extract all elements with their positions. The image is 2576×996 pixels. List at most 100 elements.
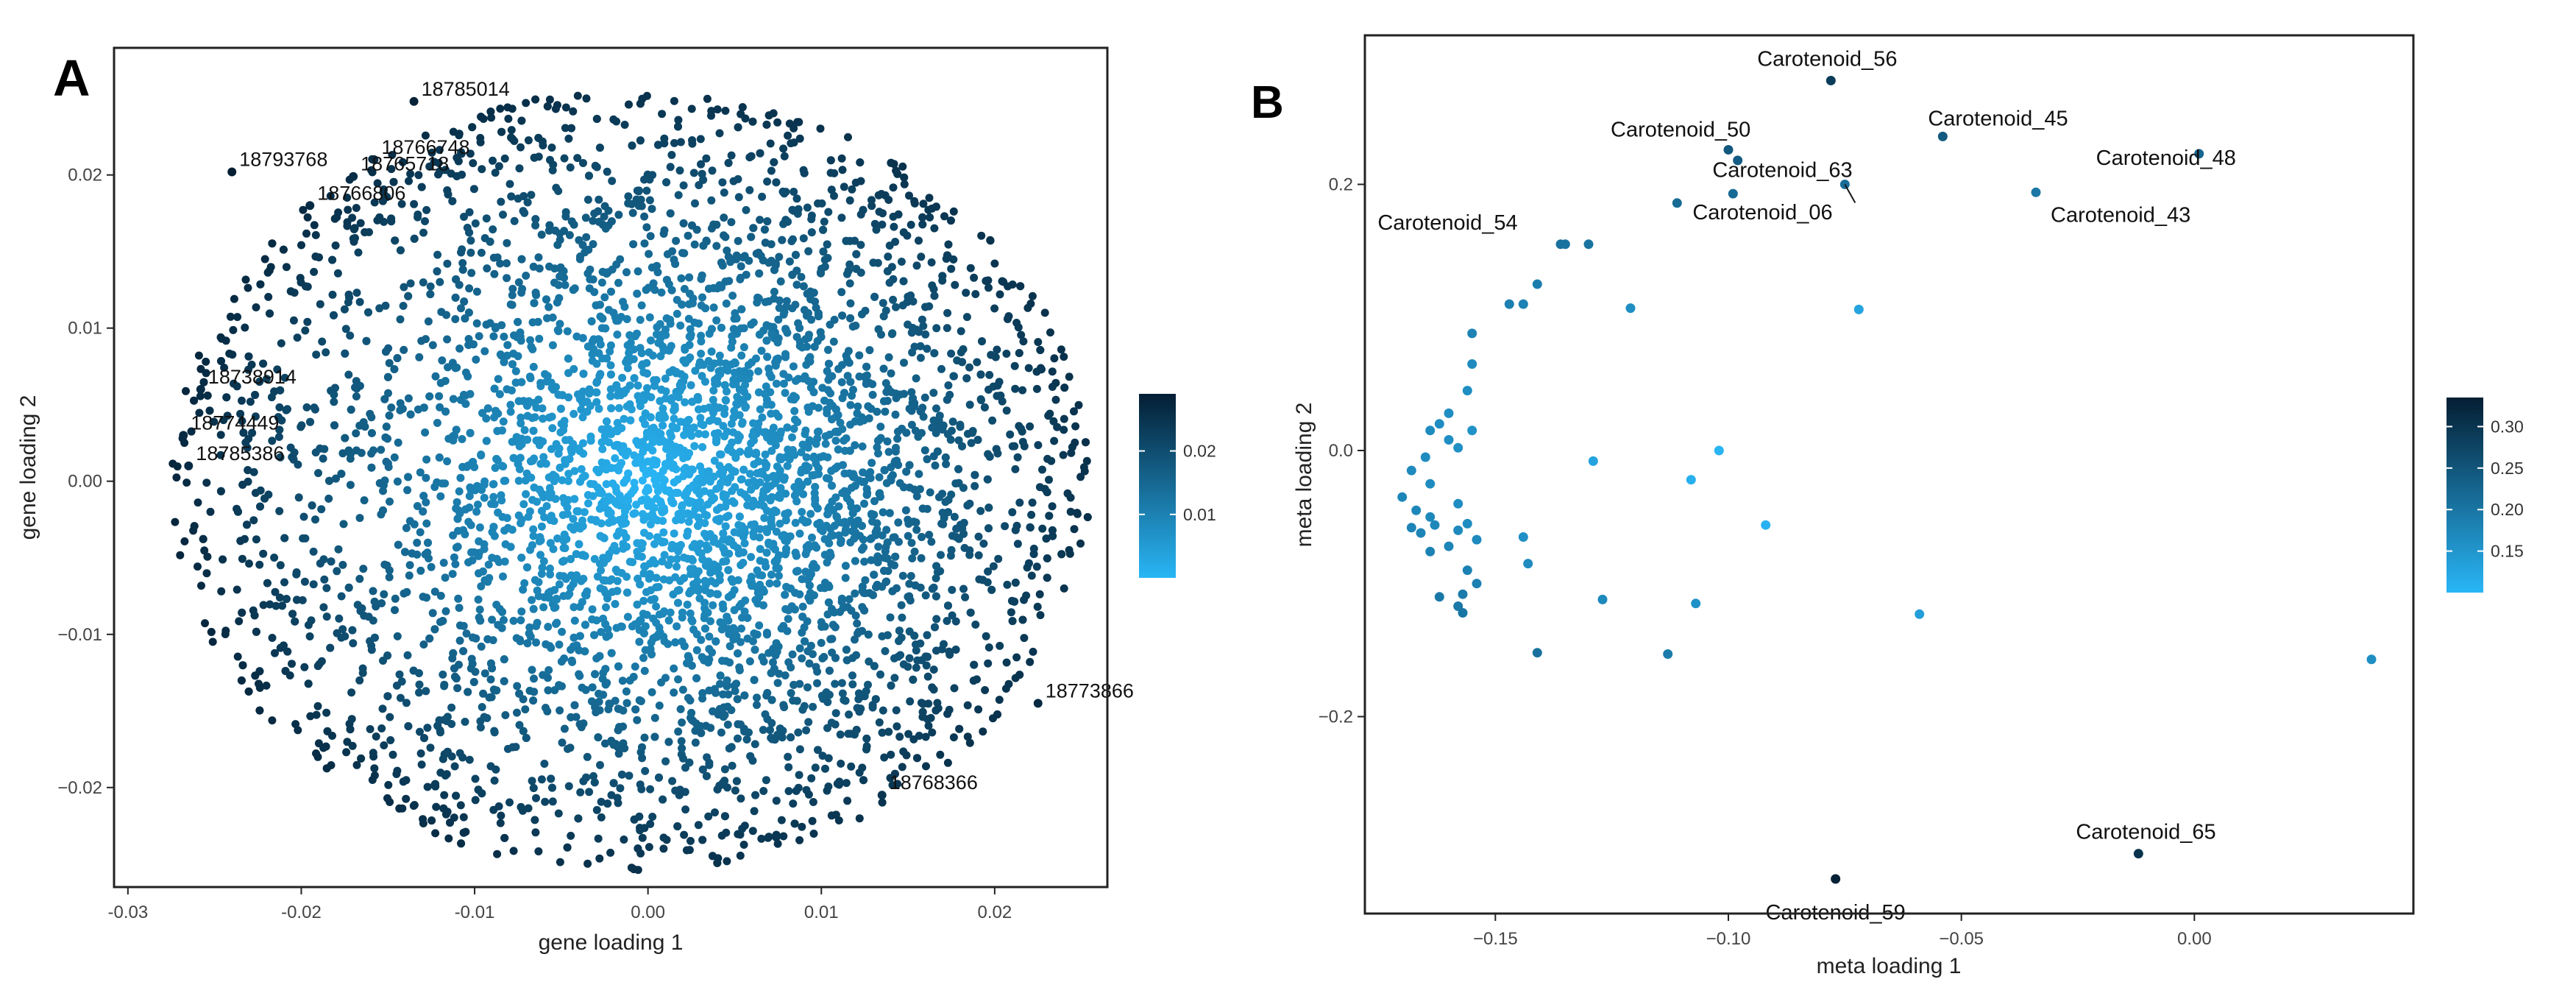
gene-point <box>403 486 412 495</box>
gene-point <box>573 91 582 100</box>
gene-point <box>570 409 578 418</box>
gene-point <box>795 836 804 844</box>
gene-point <box>625 100 633 109</box>
gene-point <box>647 596 656 604</box>
gene-point <box>825 691 834 699</box>
gene-point <box>678 718 686 727</box>
gene-point <box>567 657 576 665</box>
gene-point <box>823 558 831 567</box>
gene-point <box>509 616 518 625</box>
gene-point <box>723 366 732 375</box>
gene-point <box>195 409 204 417</box>
gene-point <box>546 564 554 573</box>
gene-point <box>569 107 578 116</box>
gene-point <box>592 388 601 397</box>
gene-point <box>883 437 892 446</box>
gene-point <box>823 409 831 417</box>
gene-point <box>723 387 731 396</box>
gene-point <box>942 460 951 468</box>
panel-a-point-cloud <box>168 91 1092 875</box>
gene-point <box>614 386 623 395</box>
gene-point <box>658 508 667 517</box>
gene-point <box>523 435 532 444</box>
gene-point <box>645 313 654 322</box>
gene-point <box>488 554 497 562</box>
gene-point <box>398 158 407 166</box>
gene-point <box>507 126 516 135</box>
gene-point <box>891 447 900 456</box>
gene-point <box>364 308 372 317</box>
gene-point <box>902 467 911 476</box>
gene-point <box>541 370 550 378</box>
gene-point <box>516 332 525 341</box>
gene-point <box>1028 498 1037 507</box>
gene-point <box>446 819 454 827</box>
gene-point <box>898 301 907 310</box>
gene-point <box>808 471 817 480</box>
gene-point <box>674 547 683 556</box>
gene-point <box>803 477 812 486</box>
gene-point <box>862 687 870 696</box>
gene-point <box>299 205 308 214</box>
gene-point <box>486 237 494 246</box>
gene-point <box>757 347 766 355</box>
gene-point <box>764 540 773 548</box>
gene-point <box>441 607 450 615</box>
gene-point <box>845 359 854 367</box>
gene-point <box>273 365 282 374</box>
gene-point <box>495 390 504 398</box>
gene-point <box>747 553 756 562</box>
gene-point <box>619 442 628 451</box>
gene-point <box>283 647 292 656</box>
gene-point <box>583 269 592 278</box>
gene-point <box>602 632 611 641</box>
gene-point <box>862 745 870 754</box>
gene-point <box>666 163 675 172</box>
gene-point <box>853 409 862 418</box>
gene-point <box>837 679 846 688</box>
gene-point <box>674 675 683 684</box>
gene-point <box>497 197 505 206</box>
gene-point <box>770 287 778 296</box>
gene-point <box>380 741 388 749</box>
gene-point <box>790 605 799 614</box>
gene-point <box>631 509 639 518</box>
gene-point <box>631 663 639 671</box>
gene-point <box>886 613 895 622</box>
gene-point <box>858 763 867 772</box>
gene-point <box>686 565 695 573</box>
gene-point <box>221 626 230 635</box>
gene-point <box>1020 634 1029 643</box>
gene-point <box>779 144 788 153</box>
gene-point <box>695 361 703 370</box>
gene-point <box>565 230 574 239</box>
gene-point <box>823 610 832 619</box>
gene-point <box>500 677 508 685</box>
gene-point <box>932 324 941 333</box>
gene-point <box>349 639 358 648</box>
gene-point <box>968 428 976 437</box>
gene-point <box>824 208 833 216</box>
gene-point <box>824 598 833 607</box>
gene-point <box>871 695 880 704</box>
gene-point <box>887 388 896 397</box>
gene-point <box>265 266 274 275</box>
gene-point <box>554 327 563 336</box>
gene-point <box>483 404 492 413</box>
gene-point <box>714 428 723 437</box>
gene-point <box>698 467 706 476</box>
gene-point <box>642 610 651 619</box>
gene-point <box>734 431 742 439</box>
gene-point <box>826 169 835 177</box>
gene-point <box>196 392 205 400</box>
gene-point <box>564 134 573 143</box>
gene-point <box>603 268 612 277</box>
gene-point <box>322 348 330 357</box>
gene-point <box>739 841 748 849</box>
gene-point <box>667 544 676 553</box>
gene-point <box>1011 526 1020 534</box>
gene-point <box>607 430 616 439</box>
gene-point <box>772 178 781 187</box>
gene-point <box>762 776 770 785</box>
gene-point <box>486 675 495 684</box>
